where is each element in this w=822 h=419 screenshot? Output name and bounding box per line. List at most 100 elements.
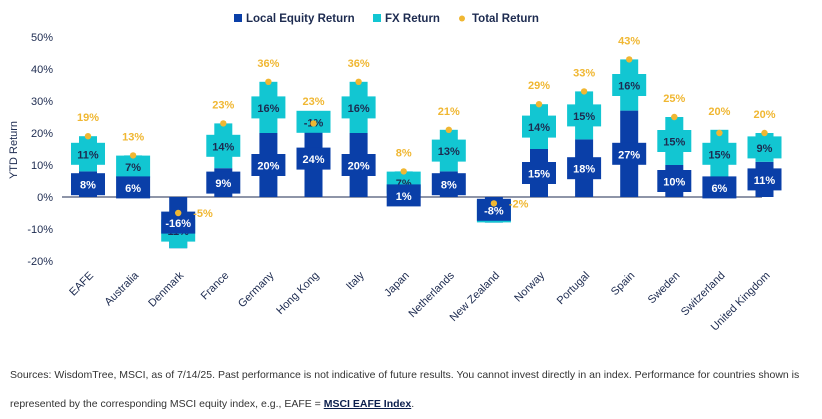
- fx-value-box: [522, 115, 556, 138]
- total-value-label: 36%: [257, 58, 279, 70]
- local-value-box: [612, 142, 647, 165]
- local-value-box: [251, 154, 286, 176]
- local-value-box: [747, 168, 782, 191]
- local-value-label: 11%: [754, 175, 776, 187]
- local-value-label: 6%: [711, 183, 727, 195]
- bar-group-france: 14% 9% 23%: [206, 99, 241, 197]
- y-axis-label: YTD Return: [8, 121, 20, 179]
- fx-value-box: [431, 139, 466, 162]
- local-value-box: [206, 171, 241, 194]
- fx-value-box: [702, 142, 737, 165]
- total-value-label: 36%: [348, 58, 370, 70]
- y-tick-label: 30%: [31, 96, 53, 108]
- total-marker: [220, 120, 227, 127]
- footnote: Sources: WisdomTree, MSCI, as of 7/14/25…: [10, 361, 810, 419]
- y-tick-label: 20%: [31, 128, 53, 140]
- x-tick-label: Portugal: [555, 270, 592, 307]
- fx-value-label: 16%: [257, 103, 279, 115]
- fx-value-box: [251, 96, 286, 119]
- fx-value-label: 11%: [77, 149, 99, 161]
- fx-value-label: 13%: [438, 146, 460, 158]
- total-value-label: 19%: [77, 112, 99, 124]
- bar-group-australia: 7% 6% 13%: [116, 131, 151, 199]
- bar-group-hong-kong: -1%24%23%: [296, 96, 331, 197]
- y-axis-ticks: -20% -10% 0% 10% 20% 30% 40% 50%: [27, 32, 53, 268]
- total-value-label: 13%: [122, 131, 144, 143]
- x-tick-label: Germany: [236, 269, 277, 310]
- bar-group-norway: 14% 15% 29%: [522, 80, 556, 197]
- fx-value-box: [116, 155, 151, 178]
- y-tick-label: -10%: [27, 224, 53, 236]
- x-tick-label: Australia: [102, 269, 141, 308]
- total-marker: [265, 78, 272, 86]
- total-value-label: 23%: [212, 99, 234, 111]
- total-marker: [671, 113, 678, 121]
- total-marker: [716, 129, 723, 137]
- local-value-box: [476, 198, 511, 221]
- total-value-label: 20%: [753, 109, 775, 121]
- bar-group-germany: 16% 20% 36%: [251, 58, 286, 197]
- fx-value-box: [71, 142, 105, 165]
- bars: 11% 8% 19% 7%6%13% 11%-16%-5% 14% 9% 23% 16% 20% 3…: [71, 35, 782, 249]
- legend-fx-swatch: [373, 14, 381, 22]
- x-tick-label: Hong Kong: [274, 270, 321, 317]
- total-value-label: 21%: [438, 106, 460, 118]
- bar-group-switzerland: 15% 6% 20%: [702, 106, 737, 199]
- footnote-text: Sources: WisdomTree, MSCI, as of 7/14/25…: [10, 369, 800, 410]
- bar-group-denmark: 11%-16%-5%: [161, 197, 213, 249]
- total-marker: [129, 152, 137, 159]
- fx-value-label: 15%: [663, 137, 685, 149]
- total-marker: [355, 78, 362, 86]
- bar-group-italy: 16% 20% 36%: [341, 58, 376, 197]
- local-value-label: 27%: [618, 149, 640, 161]
- x-tick-label: France: [199, 270, 232, 303]
- chart: Local Equity Return FX Return Total Retu…: [8, 13, 782, 333]
- legend-local-label: Local Equity Return: [246, 13, 355, 25]
- fx-value-box: [341, 96, 376, 119]
- x-tick-label: Japan: [382, 270, 412, 300]
- bar-group-portugal: 15% 18% 33%: [567, 67, 602, 197]
- x-tick-label: Italy: [344, 269, 367, 292]
- y-tick-label: 0%: [37, 192, 53, 204]
- local-value-box: [296, 147, 331, 170]
- local-value-label: 20%: [348, 161, 370, 173]
- local-value-box: [116, 176, 151, 199]
- total-value-label: 25%: [663, 93, 685, 105]
- local-value-box: [522, 162, 556, 184]
- total-value-label: -5%: [193, 208, 213, 220]
- local-value-box: [431, 173, 466, 196]
- total-marker: [400, 168, 407, 175]
- legend-fx-label: FX Return: [385, 13, 440, 25]
- total-value-label: 33%: [573, 67, 595, 79]
- y-tick-label: 40%: [31, 64, 53, 76]
- total-marker: [84, 133, 92, 140]
- local-value-box: [341, 154, 376, 176]
- local-value-box: [567, 157, 602, 180]
- bar-group-japan: 7%1%8%: [386, 147, 421, 207]
- bar-group-sweden: 15% 10% 25%: [657, 93, 692, 197]
- fx-value-label: 16%: [348, 103, 370, 115]
- local-value-label: -8%: [484, 205, 504, 217]
- legend: Local Equity Return FX Return Total Retu…: [234, 13, 539, 25]
- total-marker: [626, 56, 633, 63]
- total-marker: [580, 88, 588, 95]
- local-value-box: [71, 173, 105, 196]
- footnote-end: .: [411, 398, 415, 410]
- total-marker: [535, 101, 543, 108]
- msci-eafe-index-link[interactable]: MSCI EAFE Index: [323, 398, 412, 410]
- local-value-label: 9%: [215, 178, 231, 190]
- fx-value-label: 14%: [528, 122, 550, 134]
- total-value-label: 8%: [396, 147, 412, 159]
- local-value-label: 24%: [302, 154, 324, 166]
- total-marker: [310, 120, 317, 127]
- total-marker: [445, 126, 452, 133]
- x-tick-label: Norway: [512, 269, 547, 304]
- legend-local-swatch: [234, 14, 242, 22]
- total-marker: [761, 129, 768, 137]
- x-tick-label: Denmark: [146, 269, 186, 309]
- fx-value-box: [747, 136, 782, 159]
- y-tick-label: 50%: [31, 32, 53, 44]
- total-value-label: 29%: [528, 80, 550, 92]
- local-value-label: 18%: [573, 164, 595, 176]
